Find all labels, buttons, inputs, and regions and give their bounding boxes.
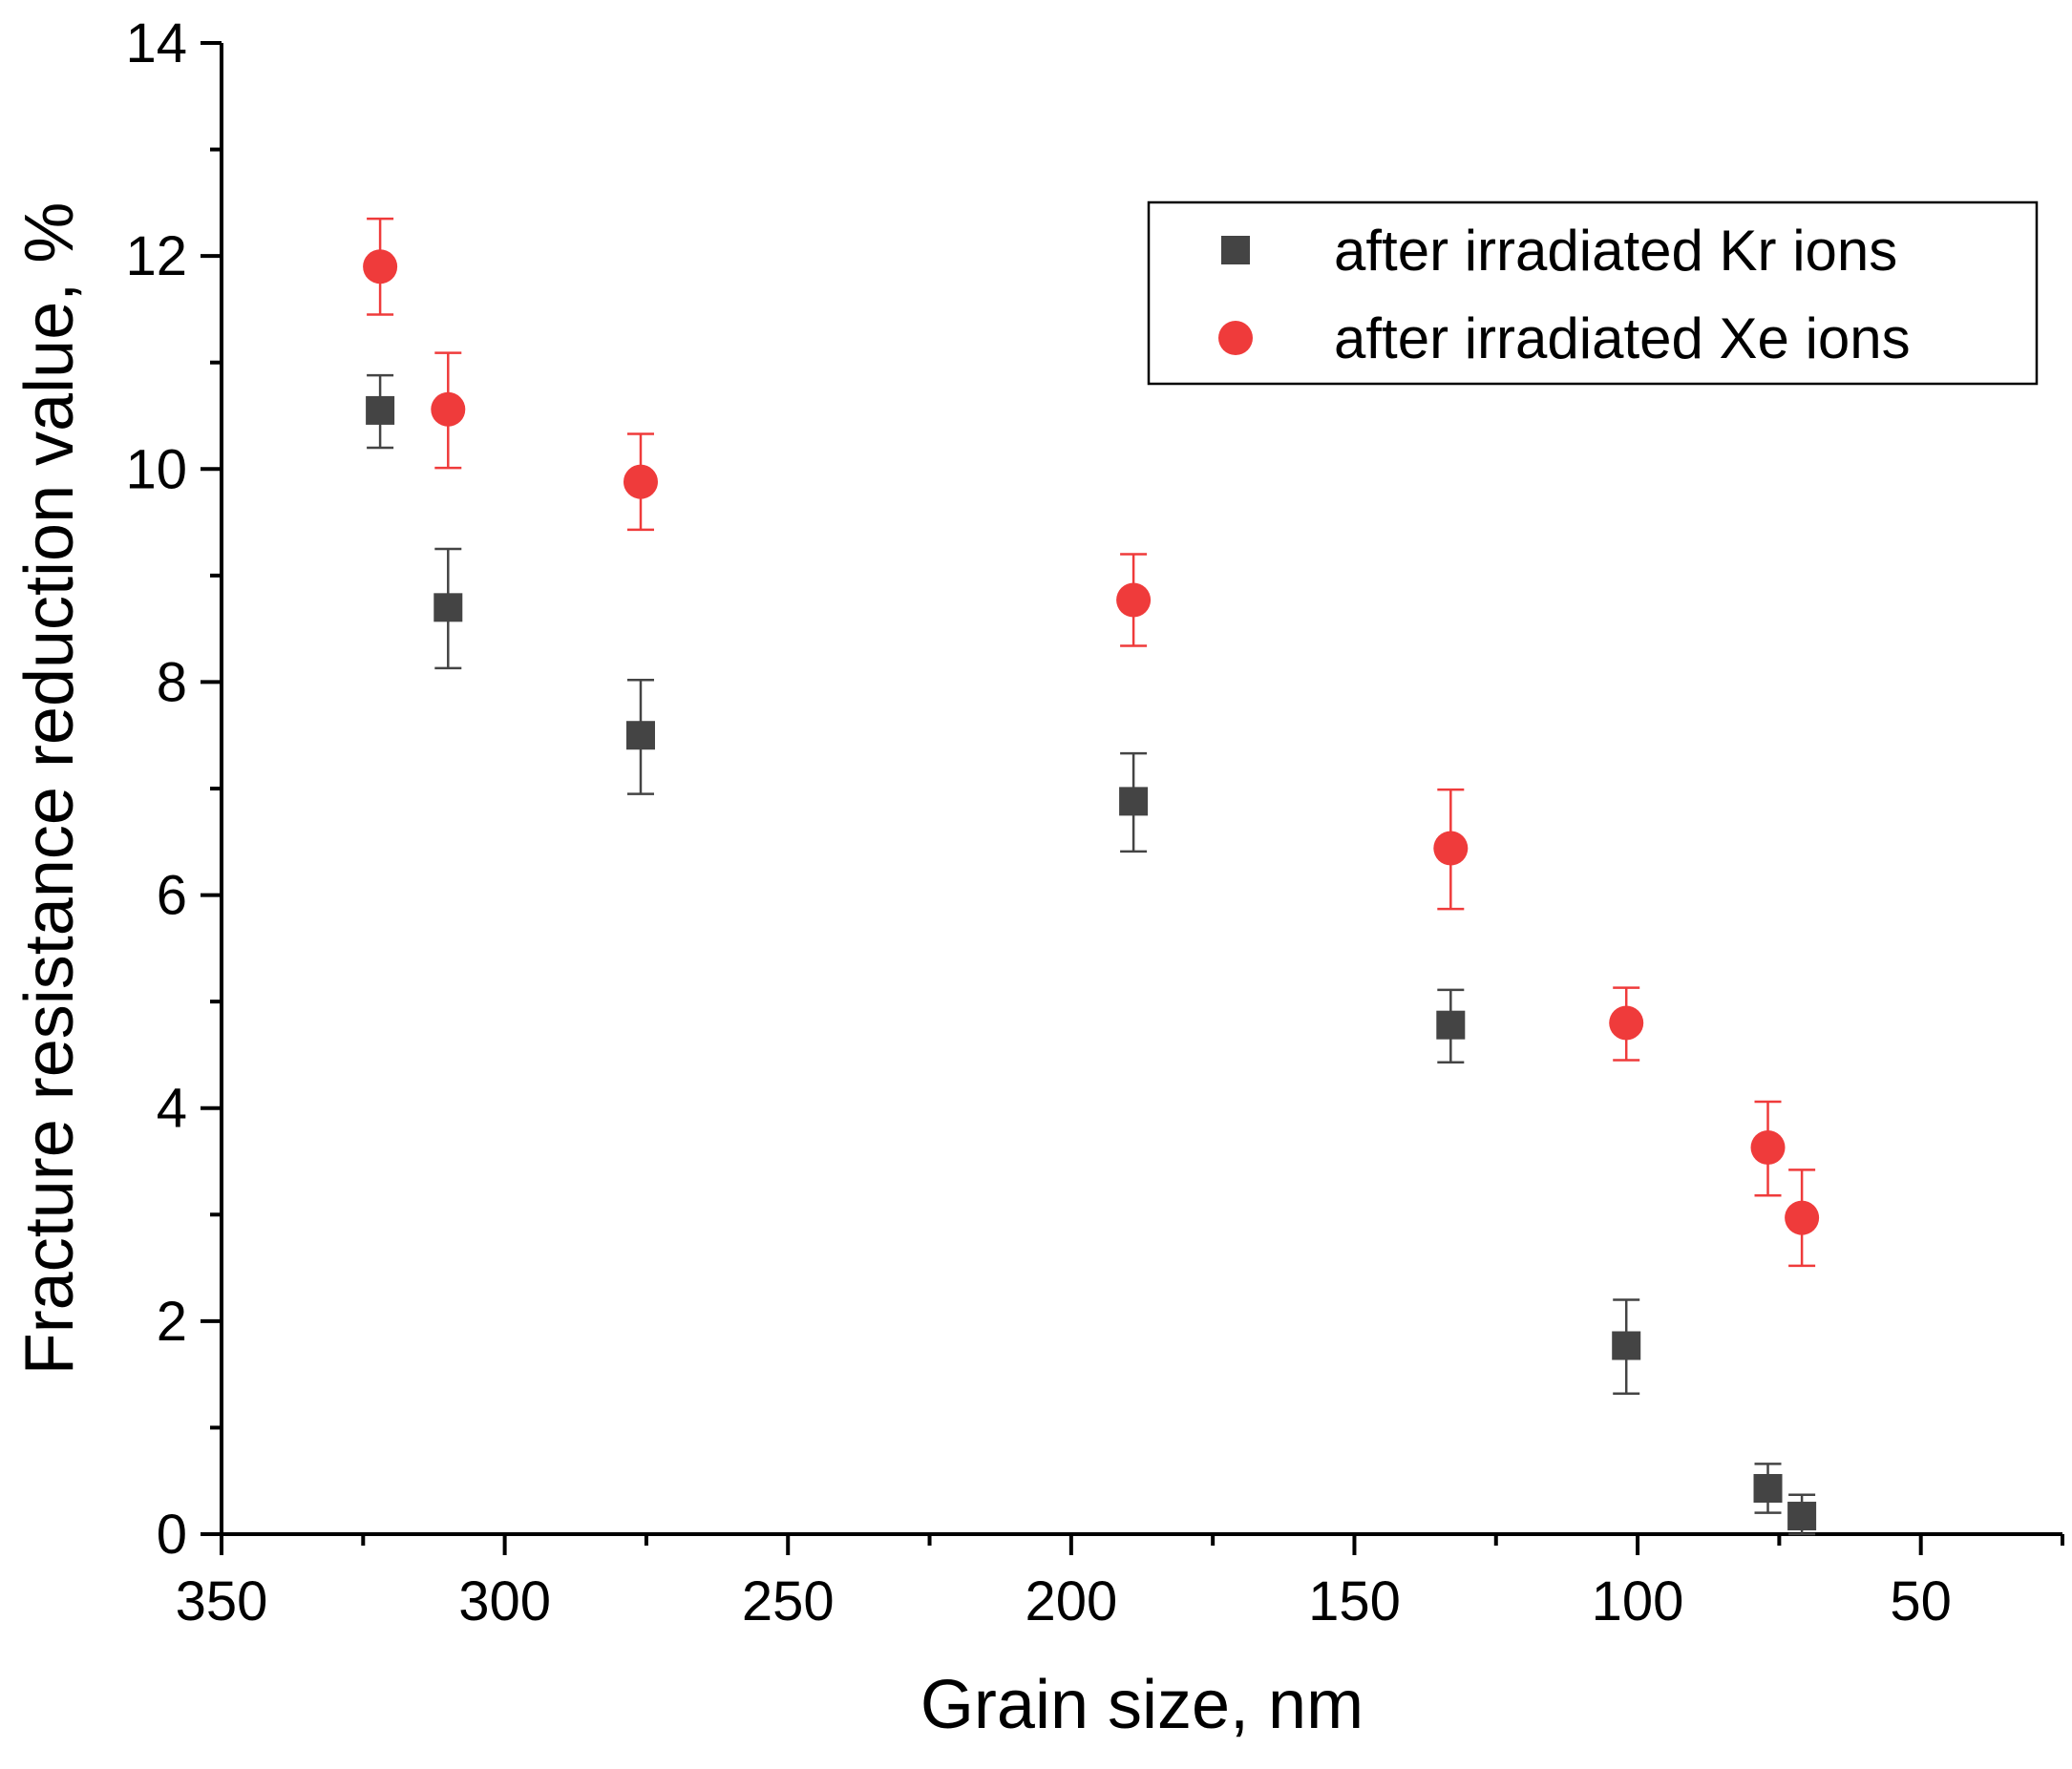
- data-point: [1433, 831, 1469, 866]
- y-tick-label: 6: [157, 865, 187, 927]
- y-tick-label: 8: [157, 651, 187, 713]
- legend-box: [1147, 200, 2039, 386]
- y-tick-label: 2: [157, 1291, 187, 1353]
- data-point: [1750, 1129, 1786, 1165]
- x-tick-label: 200: [1025, 1570, 1117, 1632]
- data-point: [363, 249, 398, 284]
- y-tick-label: 14: [125, 12, 187, 74]
- y-tick-label: 12: [125, 225, 187, 287]
- plot-area: [363, 217, 1820, 1536]
- data-point: [433, 593, 463, 622]
- data-point: [1612, 1331, 1641, 1360]
- series-xe: [363, 217, 1820, 1268]
- x-tick-label: 300: [458, 1570, 551, 1632]
- data-point: [1116, 582, 1152, 618]
- x-tick-label: 100: [1592, 1570, 1684, 1632]
- data-point: [1609, 1005, 1644, 1041]
- x-tick-label: 50: [1890, 1570, 1952, 1632]
- data-point: [1785, 1200, 1820, 1235]
- data-point: [431, 391, 466, 427]
- data-point: [623, 464, 658, 499]
- x-tick-label: 150: [1308, 1570, 1401, 1632]
- legend-marker-circle: [1218, 321, 1253, 355]
- data-point: [1753, 1474, 1783, 1504]
- legend-label: after irradiated Kr ions: [1334, 219, 1897, 283]
- y-tick-label: 4: [157, 1078, 187, 1140]
- series-kr: [366, 373, 1817, 1536]
- x-axis-title: Grain size, nm: [920, 1667, 1364, 1743]
- legend-marker-square: [1221, 236, 1250, 264]
- y-tick-label: 0: [157, 1504, 187, 1566]
- x-tick-label: 350: [176, 1570, 268, 1632]
- y-axis-title: Fracture resistance reduction value, %: [11, 202, 88, 1376]
- legend-label: after irradiated Xe ions: [1334, 306, 1911, 370]
- data-point: [366, 395, 395, 425]
- y-tick-label: 10: [125, 438, 187, 500]
- data-point: [625, 721, 655, 750]
- data-point: [1119, 787, 1149, 816]
- data-point: [1436, 1010, 1466, 1040]
- legend: after irradiated Kr ions after irradiated…: [1147, 200, 2039, 386]
- axes: 0 2 4 6 8 10 12 14 350 300 250 200 150 100 50: [125, 12, 2064, 1632]
- data-point: [1787, 1502, 1817, 1531]
- x-tick-label: 250: [742, 1570, 835, 1632]
